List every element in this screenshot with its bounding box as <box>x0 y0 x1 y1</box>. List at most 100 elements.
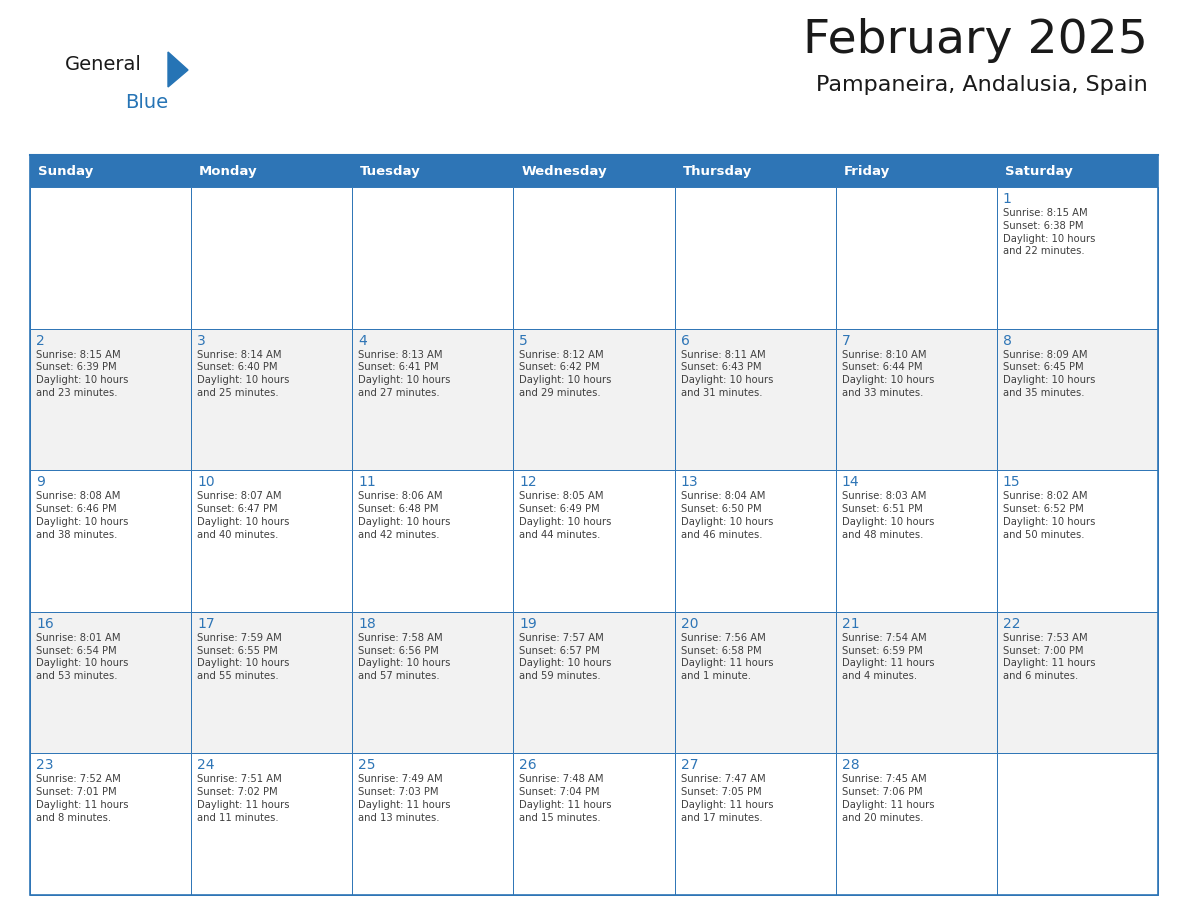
Bar <box>997 329 1158 470</box>
Text: 28: 28 <box>842 758 859 772</box>
Bar <box>30 611 191 754</box>
Text: 5: 5 <box>519 333 529 348</box>
Bar <box>835 155 997 187</box>
Text: Sunrise: 8:02 AM
Sunset: 6:52 PM
Daylight: 10 hours
and 50 minutes.: Sunrise: 8:02 AM Sunset: 6:52 PM Dayligh… <box>1003 491 1095 540</box>
Bar <box>30 155 1158 895</box>
Text: Sunrise: 7:56 AM
Sunset: 6:58 PM
Daylight: 11 hours
and 1 minute.: Sunrise: 7:56 AM Sunset: 6:58 PM Dayligh… <box>681 633 773 681</box>
Bar <box>30 187 191 329</box>
Bar <box>513 611 675 754</box>
Text: Sunrise: 8:10 AM
Sunset: 6:44 PM
Daylight: 10 hours
and 33 minutes.: Sunrise: 8:10 AM Sunset: 6:44 PM Dayligh… <box>842 350 934 398</box>
Text: General: General <box>65 55 141 74</box>
Text: 20: 20 <box>681 617 699 631</box>
Bar <box>191 329 353 470</box>
Bar <box>835 329 997 470</box>
Text: 17: 17 <box>197 617 215 631</box>
Text: February 2025: February 2025 <box>803 18 1148 63</box>
Bar <box>997 155 1158 187</box>
Bar <box>513 187 675 329</box>
Text: 15: 15 <box>1003 476 1020 489</box>
Text: 13: 13 <box>681 476 699 489</box>
Bar <box>191 754 353 895</box>
Text: Sunrise: 8:13 AM
Sunset: 6:41 PM
Daylight: 10 hours
and 27 minutes.: Sunrise: 8:13 AM Sunset: 6:41 PM Dayligh… <box>359 350 450 398</box>
Text: Sunrise: 8:05 AM
Sunset: 6:49 PM
Daylight: 10 hours
and 44 minutes.: Sunrise: 8:05 AM Sunset: 6:49 PM Dayligh… <box>519 491 612 540</box>
Bar <box>353 187 513 329</box>
Bar <box>353 329 513 470</box>
Bar <box>675 611 835 754</box>
Polygon shape <box>168 52 188 87</box>
Text: 12: 12 <box>519 476 537 489</box>
Bar <box>675 187 835 329</box>
Text: 18: 18 <box>359 617 377 631</box>
Text: Sunrise: 7:59 AM
Sunset: 6:55 PM
Daylight: 10 hours
and 55 minutes.: Sunrise: 7:59 AM Sunset: 6:55 PM Dayligh… <box>197 633 290 681</box>
Bar <box>997 754 1158 895</box>
Bar <box>353 155 513 187</box>
Text: 24: 24 <box>197 758 215 772</box>
Bar <box>191 470 353 611</box>
Text: 23: 23 <box>36 758 53 772</box>
Text: Sunrise: 7:58 AM
Sunset: 6:56 PM
Daylight: 10 hours
and 57 minutes.: Sunrise: 7:58 AM Sunset: 6:56 PM Dayligh… <box>359 633 450 681</box>
Text: Sunrise: 7:52 AM
Sunset: 7:01 PM
Daylight: 11 hours
and 8 minutes.: Sunrise: 7:52 AM Sunset: 7:01 PM Dayligh… <box>36 775 128 823</box>
Text: 14: 14 <box>842 476 859 489</box>
Text: Sunrise: 7:51 AM
Sunset: 7:02 PM
Daylight: 11 hours
and 11 minutes.: Sunrise: 7:51 AM Sunset: 7:02 PM Dayligh… <box>197 775 290 823</box>
Text: Pampaneira, Andalusia, Spain: Pampaneira, Andalusia, Spain <box>816 75 1148 95</box>
Bar <box>513 754 675 895</box>
Text: Sunrise: 8:15 AM
Sunset: 6:39 PM
Daylight: 10 hours
and 23 minutes.: Sunrise: 8:15 AM Sunset: 6:39 PM Dayligh… <box>36 350 128 398</box>
Text: 11: 11 <box>359 476 377 489</box>
Text: 8: 8 <box>1003 333 1012 348</box>
Text: Sunrise: 7:53 AM
Sunset: 7:00 PM
Daylight: 11 hours
and 6 minutes.: Sunrise: 7:53 AM Sunset: 7:00 PM Dayligh… <box>1003 633 1095 681</box>
Bar <box>30 329 191 470</box>
Bar <box>835 611 997 754</box>
Text: 16: 16 <box>36 617 53 631</box>
Text: Tuesday: Tuesday <box>360 164 421 177</box>
Bar <box>835 470 997 611</box>
Bar <box>353 470 513 611</box>
Text: Sunrise: 8:08 AM
Sunset: 6:46 PM
Daylight: 10 hours
and 38 minutes.: Sunrise: 8:08 AM Sunset: 6:46 PM Dayligh… <box>36 491 128 540</box>
Text: 26: 26 <box>519 758 537 772</box>
Bar <box>997 470 1158 611</box>
Text: Sunrise: 7:57 AM
Sunset: 6:57 PM
Daylight: 10 hours
and 59 minutes.: Sunrise: 7:57 AM Sunset: 6:57 PM Dayligh… <box>519 633 612 681</box>
Text: Sunrise: 8:07 AM
Sunset: 6:47 PM
Daylight: 10 hours
and 40 minutes.: Sunrise: 8:07 AM Sunset: 6:47 PM Dayligh… <box>197 491 290 540</box>
Text: 4: 4 <box>359 333 367 348</box>
Text: Sunrise: 7:54 AM
Sunset: 6:59 PM
Daylight: 11 hours
and 4 minutes.: Sunrise: 7:54 AM Sunset: 6:59 PM Dayligh… <box>842 633 934 681</box>
Bar <box>997 611 1158 754</box>
Text: Friday: Friday <box>843 164 890 177</box>
Bar <box>675 754 835 895</box>
Text: 21: 21 <box>842 617 859 631</box>
Text: 9: 9 <box>36 476 45 489</box>
Text: 2: 2 <box>36 333 45 348</box>
Bar <box>191 155 353 187</box>
Bar <box>30 754 191 895</box>
Text: 1: 1 <box>1003 192 1012 206</box>
Bar <box>30 155 191 187</box>
Bar <box>835 187 997 329</box>
Text: Sunrise: 8:01 AM
Sunset: 6:54 PM
Daylight: 10 hours
and 53 minutes.: Sunrise: 8:01 AM Sunset: 6:54 PM Dayligh… <box>36 633 128 681</box>
Bar <box>513 329 675 470</box>
Bar <box>353 754 513 895</box>
Text: 7: 7 <box>842 333 851 348</box>
Bar <box>30 470 191 611</box>
Text: 27: 27 <box>681 758 699 772</box>
Bar <box>513 155 675 187</box>
Text: Sunrise: 8:12 AM
Sunset: 6:42 PM
Daylight: 10 hours
and 29 minutes.: Sunrise: 8:12 AM Sunset: 6:42 PM Dayligh… <box>519 350 612 398</box>
Text: Sunrise: 8:06 AM
Sunset: 6:48 PM
Daylight: 10 hours
and 42 minutes.: Sunrise: 8:06 AM Sunset: 6:48 PM Dayligh… <box>359 491 450 540</box>
Text: 10: 10 <box>197 476 215 489</box>
Text: Blue: Blue <box>125 93 169 112</box>
Bar <box>513 470 675 611</box>
Bar <box>191 611 353 754</box>
Text: Wednesday: Wednesday <box>522 164 607 177</box>
Bar <box>997 187 1158 329</box>
Text: Sunrise: 7:45 AM
Sunset: 7:06 PM
Daylight: 11 hours
and 20 minutes.: Sunrise: 7:45 AM Sunset: 7:06 PM Dayligh… <box>842 775 934 823</box>
Text: 19: 19 <box>519 617 537 631</box>
Text: Sunrise: 7:48 AM
Sunset: 7:04 PM
Daylight: 11 hours
and 15 minutes.: Sunrise: 7:48 AM Sunset: 7:04 PM Dayligh… <box>519 775 612 823</box>
Text: Monday: Monday <box>200 164 258 177</box>
Text: Sunrise: 7:49 AM
Sunset: 7:03 PM
Daylight: 11 hours
and 13 minutes.: Sunrise: 7:49 AM Sunset: 7:03 PM Dayligh… <box>359 775 450 823</box>
Text: 22: 22 <box>1003 617 1020 631</box>
Text: Sunrise: 8:09 AM
Sunset: 6:45 PM
Daylight: 10 hours
and 35 minutes.: Sunrise: 8:09 AM Sunset: 6:45 PM Dayligh… <box>1003 350 1095 398</box>
Bar <box>835 754 997 895</box>
Text: Sunrise: 8:03 AM
Sunset: 6:51 PM
Daylight: 10 hours
and 48 minutes.: Sunrise: 8:03 AM Sunset: 6:51 PM Dayligh… <box>842 491 934 540</box>
Text: Sunrise: 8:11 AM
Sunset: 6:43 PM
Daylight: 10 hours
and 31 minutes.: Sunrise: 8:11 AM Sunset: 6:43 PM Dayligh… <box>681 350 773 398</box>
Text: 25: 25 <box>359 758 375 772</box>
Text: Sunrise: 8:15 AM
Sunset: 6:38 PM
Daylight: 10 hours
and 22 minutes.: Sunrise: 8:15 AM Sunset: 6:38 PM Dayligh… <box>1003 208 1095 256</box>
Bar <box>191 187 353 329</box>
Text: 6: 6 <box>681 333 689 348</box>
